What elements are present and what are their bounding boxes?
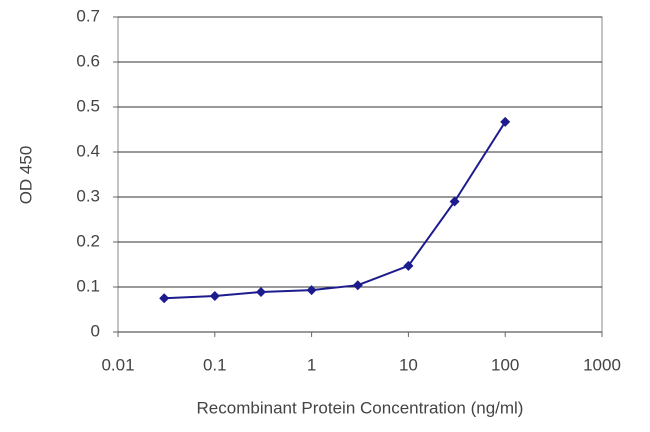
x-tick-label: 1 — [307, 355, 316, 374]
y-tick-label: 0.1 — [76, 276, 100, 295]
y-tick-label: 0.4 — [76, 141, 100, 160]
y-tick-label: 0.5 — [76, 96, 100, 115]
x-axis-label: Recombinant Protein Concentration (ng/ml… — [197, 398, 524, 417]
y-tick-label: 0.6 — [76, 51, 100, 70]
data-point — [500, 116, 511, 127]
data-point — [159, 293, 170, 304]
y-axis-label: OD 450 — [16, 146, 35, 205]
x-tick-label: 10 — [399, 355, 418, 374]
x-tick-label: 1000 — [583, 355, 621, 374]
y-tick-label: 0.7 — [76, 6, 100, 25]
x-tick-label: 100 — [491, 355, 519, 374]
data-line — [164, 121, 507, 300]
data-point — [352, 280, 363, 291]
data-point — [403, 260, 414, 271]
y-tick-label: 0.3 — [76, 186, 100, 205]
y-tick-label: 0 — [91, 321, 100, 340]
x-tick-label: 0.1 — [203, 355, 227, 374]
data-point — [449, 196, 460, 207]
data-point — [306, 285, 317, 296]
data-point — [255, 286, 266, 297]
y-tick-label: 0.2 — [76, 231, 100, 250]
plot-area — [117, 16, 603, 333]
x-tick-label: 0.01 — [101, 355, 134, 374]
data-point — [209, 291, 220, 301]
